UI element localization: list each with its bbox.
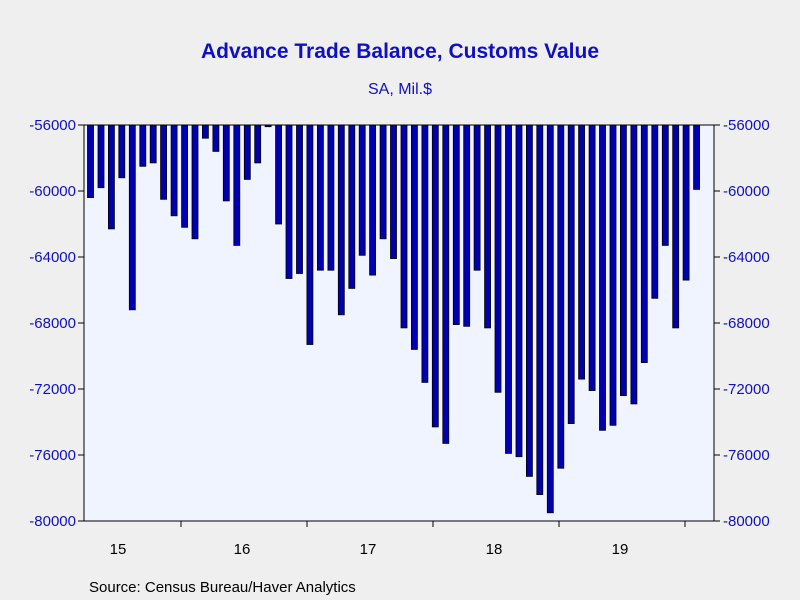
- bar: [243, 124, 251, 180]
- y-tick-label: -72000: [723, 381, 770, 398]
- chart-subtitle: SA, Mil.$: [368, 81, 432, 98]
- x-tick-label: 16: [234, 541, 251, 558]
- bar: [108, 124, 115, 230]
- bar: [463, 124, 471, 327]
- bar: [442, 124, 450, 444]
- bar: [515, 124, 523, 458]
- bar: [567, 124, 575, 425]
- bar: [233, 124, 241, 246]
- bar: [588, 124, 596, 392]
- bar: [87, 124, 94, 198]
- bar: [118, 124, 126, 179]
- bar: [97, 124, 105, 189]
- bar: [327, 124, 335, 271]
- bar: [390, 124, 397, 260]
- bar: [651, 124, 659, 299]
- plot-area: [83, 124, 715, 522]
- x-tick-label: 19: [612, 541, 629, 558]
- bar: [201, 124, 209, 139]
- bars: [87, 124, 700, 514]
- x-tick-label: 17: [360, 541, 377, 558]
- bar: [484, 124, 492, 329]
- bar: [630, 124, 638, 405]
- bar: [128, 124, 136, 311]
- bar: [285, 124, 293, 279]
- bar: [410, 124, 418, 350]
- bar: [337, 124, 345, 316]
- y-axis-left: -56000 -60000 -64000 -68000 -72000 -76000 -800…: [29, 117, 84, 530]
- bar: [358, 124, 366, 256]
- bar: [254, 124, 262, 164]
- y-tick-label: -80000: [29, 513, 76, 530]
- bar: [348, 124, 356, 289]
- bar: [526, 124, 533, 477]
- y-tick-label: -56000: [723, 117, 770, 134]
- bar: [400, 124, 408, 329]
- bar: [505, 124, 512, 454]
- bar: [369, 124, 377, 276]
- bar: [682, 124, 690, 281]
- bar: [149, 124, 157, 164]
- bar: [693, 124, 700, 190]
- x-tick-label: 18: [486, 541, 503, 558]
- y-tick-label: -64000: [723, 249, 770, 266]
- bar: [222, 124, 230, 202]
- source-note: Source: Census Bureau/Haver Analytics: [89, 579, 356, 596]
- bar: [609, 124, 617, 426]
- bar: [431, 124, 439, 428]
- bar: [599, 124, 606, 431]
- bar: [640, 124, 648, 364]
- y-tick-label: -72000: [29, 381, 76, 398]
- x-axis: 15 16 17 18 19: [110, 521, 686, 558]
- bar: [275, 124, 283, 225]
- bar: [306, 124, 314, 345]
- bar: [672, 124, 680, 329]
- bar: [212, 124, 220, 152]
- bar: [452, 124, 460, 326]
- bar: [296, 124, 303, 274]
- bar: [379, 124, 387, 240]
- y-tick-label: -68000: [29, 315, 76, 332]
- bar: [473, 124, 481, 271]
- bar: [546, 124, 554, 514]
- y-axis-right: -56000 -60000 -64000 -68000 -72000 -76000 -800…: [714, 117, 770, 530]
- bar: [316, 124, 324, 271]
- bar: [661, 124, 669, 246]
- bar: [494, 124, 502, 393]
- bar: [191, 124, 199, 240]
- x-tick-label: 15: [110, 541, 127, 558]
- y-tick-label: -64000: [29, 249, 76, 266]
- bar: [264, 124, 272, 128]
- bar: [139, 124, 147, 167]
- y-tick-label: -56000: [29, 117, 76, 134]
- bar: [536, 124, 544, 496]
- y-tick-label: -68000: [723, 315, 770, 332]
- bar: [620, 124, 627, 397]
- bar: [170, 124, 178, 217]
- y-tick-label: -76000: [723, 447, 770, 464]
- bar: [421, 124, 429, 383]
- bar: [557, 124, 565, 469]
- y-tick-label: -60000: [723, 183, 770, 200]
- bar: [160, 124, 168, 200]
- y-tick-label: -80000: [723, 513, 770, 530]
- y-tick-label: -60000: [29, 183, 76, 200]
- y-tick-label: -76000: [29, 447, 76, 464]
- bar: [181, 124, 189, 228]
- bar: [578, 124, 585, 380]
- chart-title: Advance Trade Balance, Customs Value: [201, 40, 599, 63]
